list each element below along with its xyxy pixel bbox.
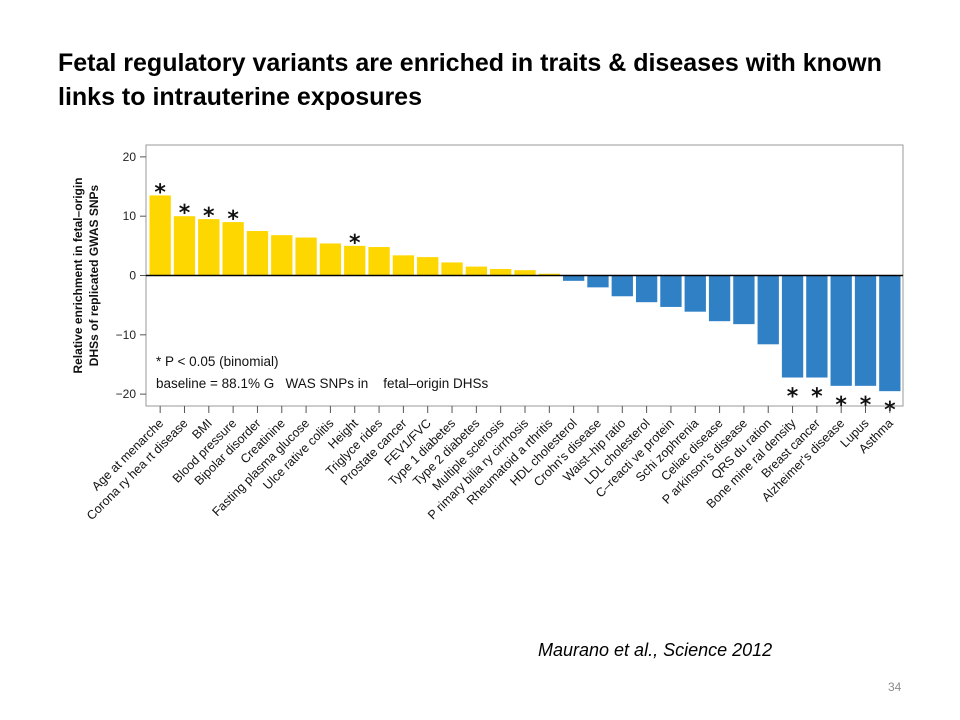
bars	[149, 195, 901, 392]
bar	[295, 237, 317, 276]
bar	[879, 275, 901, 392]
bar	[781, 275, 804, 378]
bar	[392, 255, 415, 276]
bar	[562, 275, 585, 281]
y-axis: 20 10 0 −10 −20	[116, 150, 146, 401]
bar	[806, 275, 828, 378]
bar	[344, 245, 366, 276]
significance-star: *	[835, 393, 847, 418]
slide-title: Fetal regulatory variants are enriched i…	[58, 49, 882, 111]
bar	[465, 266, 488, 276]
bar	[830, 275, 852, 386]
bar	[417, 257, 439, 276]
significance-star: *	[787, 385, 799, 410]
significance-star: *	[860, 393, 872, 418]
bar	[587, 275, 609, 288]
y-tick-label: −10	[116, 328, 137, 342]
bar	[854, 275, 877, 386]
bar	[611, 275, 633, 297]
bar	[368, 247, 390, 276]
y-axis-label-line1: Relative enrichment in fetal–origin	[71, 177, 85, 373]
category-label: Corona ry hea rt disease	[84, 416, 191, 523]
y-tick-label: 10	[123, 209, 137, 223]
page-number: 34	[888, 680, 902, 694]
y-tick-label: 20	[123, 150, 137, 164]
bar	[441, 262, 463, 276]
significance-note: * P < 0.05 (binomial)	[156, 354, 278, 369]
significance-star: *	[179, 201, 191, 226]
bar	[271, 235, 293, 276]
y-tick-label: 0	[129, 269, 136, 283]
bar	[149, 195, 171, 276]
significance-star: *	[203, 204, 215, 229]
y-axis-label-line2: DHSs of replicated GWAS SNPs	[87, 184, 101, 366]
bar	[660, 275, 682, 307]
bar	[319, 243, 342, 276]
bar	[538, 273, 560, 276]
bar	[198, 219, 220, 276]
bar	[246, 231, 269, 276]
baseline-note: baseline = 88.1% G WAS SNPs in fetal–ori…	[156, 376, 489, 391]
bar	[684, 275, 706, 312]
bar	[173, 216, 196, 276]
bar	[490, 268, 512, 276]
bar	[708, 275, 731, 322]
significance-star: *	[227, 207, 239, 232]
y-tick-label: −20	[116, 387, 137, 401]
bar	[514, 270, 536, 276]
citation: Maurano et al., Science 2012	[538, 640, 773, 660]
significance-star: *	[811, 385, 823, 410]
significance-star: *	[154, 180, 166, 205]
significance-markers: ** * *** * * * *	[154, 180, 896, 423]
bar	[635, 275, 658, 303]
bar	[222, 222, 244, 276]
bar	[733, 275, 755, 325]
significance-star: *	[349, 231, 361, 256]
bar	[757, 275, 779, 345]
